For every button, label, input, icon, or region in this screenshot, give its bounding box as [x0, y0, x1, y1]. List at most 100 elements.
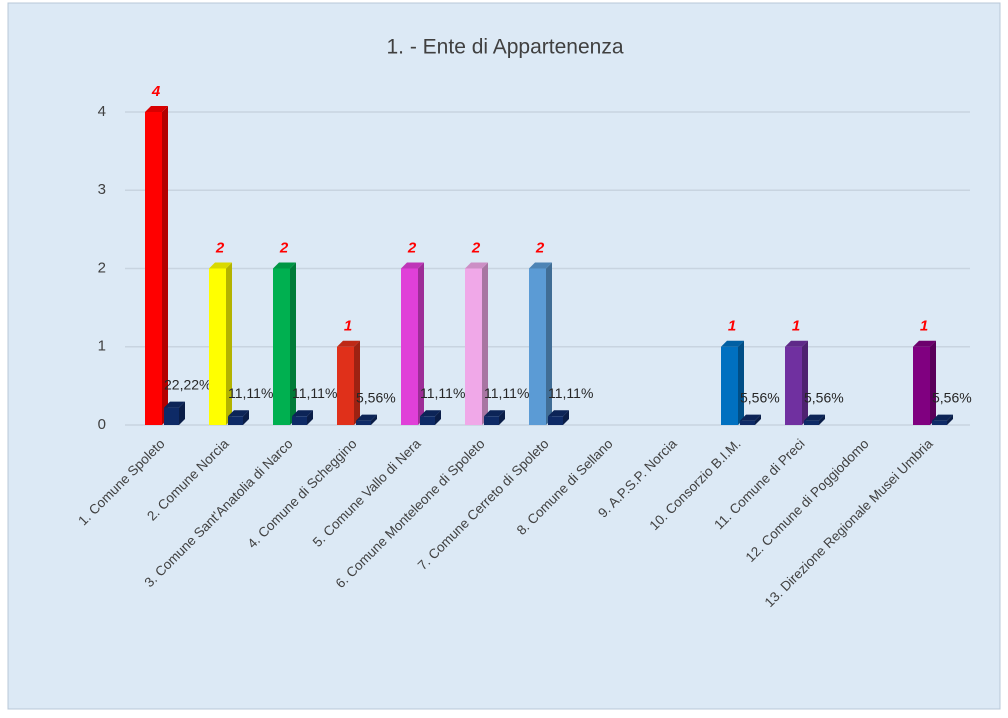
y-tick-label: 0: [98, 416, 106, 433]
y-tick-label: 3: [98, 181, 106, 198]
bar-front: [401, 268, 418, 425]
data-label: 1: [344, 318, 352, 335]
y-tick-label: 1: [98, 338, 106, 355]
bar-top: [273, 262, 296, 269]
bar-front: [292, 416, 307, 425]
bar-top: [164, 401, 185, 408]
bar-front: [804, 420, 819, 425]
bar: [932, 414, 953, 425]
data-label: 2: [215, 239, 225, 256]
data-label: 2: [535, 239, 545, 256]
bar-front: [932, 420, 947, 425]
bar: [721, 340, 744, 425]
bar-side: [435, 410, 441, 425]
bar-top: [740, 414, 761, 421]
bar-top: [420, 410, 441, 417]
bar-top: [337, 340, 360, 347]
bar-front: [356, 420, 371, 425]
bar-top: [913, 340, 936, 347]
bar-front: [164, 407, 179, 425]
bar-front: [420, 416, 435, 425]
bar-top: [548, 410, 569, 417]
data-label: 5,56%: [740, 389, 780, 405]
bar-top: [292, 410, 313, 417]
bar-side: [226, 262, 232, 425]
bar-side: [482, 262, 488, 425]
bar: [548, 410, 569, 425]
bar-top: [465, 262, 488, 269]
bar-side: [290, 262, 296, 425]
data-label: 2: [279, 239, 289, 256]
bar-top: [228, 410, 249, 417]
bar-top: [932, 414, 953, 421]
data-label: 1: [728, 318, 736, 335]
data-label: 5,56%: [804, 389, 844, 405]
bar-front: [913, 346, 930, 425]
bar-side: [563, 410, 569, 425]
data-label: 11,11%: [484, 385, 529, 401]
bar-front: [465, 268, 482, 425]
bar-side: [371, 414, 377, 425]
bar-front: [548, 416, 563, 425]
bar: [804, 414, 825, 425]
bar-side: [738, 340, 744, 425]
bar: [740, 414, 761, 425]
data-label: 1: [920, 318, 928, 335]
bar-side: [243, 410, 249, 425]
data-label: 22,22%: [164, 376, 211, 392]
data-label: 4: [151, 83, 161, 100]
bar-top: [209, 262, 232, 269]
chart-area: [7, 2, 1001, 710]
bar-front: [484, 416, 499, 425]
bar-side: [354, 340, 360, 425]
bar: [484, 410, 505, 425]
bar-front: [740, 420, 755, 425]
bar-front: [785, 346, 802, 425]
data-label: 11,11%: [548, 385, 593, 401]
data-label: 5,56%: [932, 389, 972, 405]
bar-top: [145, 106, 168, 112]
bar-front: [209, 268, 226, 425]
bar-front: [273, 268, 290, 425]
data-label: 1: [792, 318, 800, 335]
data-label: 11,11%: [228, 385, 273, 401]
data-label: 11,11%: [420, 385, 465, 401]
data-label: 5,56%: [356, 389, 396, 405]
bar-front: [721, 346, 738, 425]
bar-top: [785, 340, 808, 347]
bar-side: [499, 410, 505, 425]
bar: [401, 262, 424, 425]
bar: [209, 262, 232, 425]
bar: [465, 262, 488, 425]
bar: [228, 410, 249, 425]
bar-side: [418, 262, 424, 425]
bar-top: [401, 262, 424, 269]
bar: [913, 340, 936, 425]
bar: [164, 401, 185, 425]
data-label: 2: [407, 239, 417, 256]
bar-top: [356, 414, 377, 421]
bar-side: [802, 340, 808, 425]
bar: [420, 410, 441, 425]
bar: [785, 340, 808, 425]
bar: [529, 262, 552, 425]
bar-top: [721, 340, 744, 347]
data-label: 11,11%: [292, 385, 337, 401]
bar-front: [529, 268, 546, 425]
y-tick-label: 4: [98, 103, 106, 120]
bar-side: [930, 340, 936, 425]
bar-front: [145, 112, 162, 425]
bar: [273, 262, 296, 425]
bar-side: [755, 414, 761, 425]
y-tick-label: 2: [98, 259, 106, 276]
bar-top: [529, 262, 552, 269]
bar-side: [307, 410, 313, 425]
bar-top: [804, 414, 825, 421]
bar-side: [947, 414, 953, 425]
bar-side: [162, 106, 168, 425]
data-label: 2: [471, 239, 481, 256]
bar-side: [819, 414, 825, 425]
bar: [145, 106, 168, 425]
bar: [337, 340, 360, 425]
bar-top: [484, 410, 505, 417]
